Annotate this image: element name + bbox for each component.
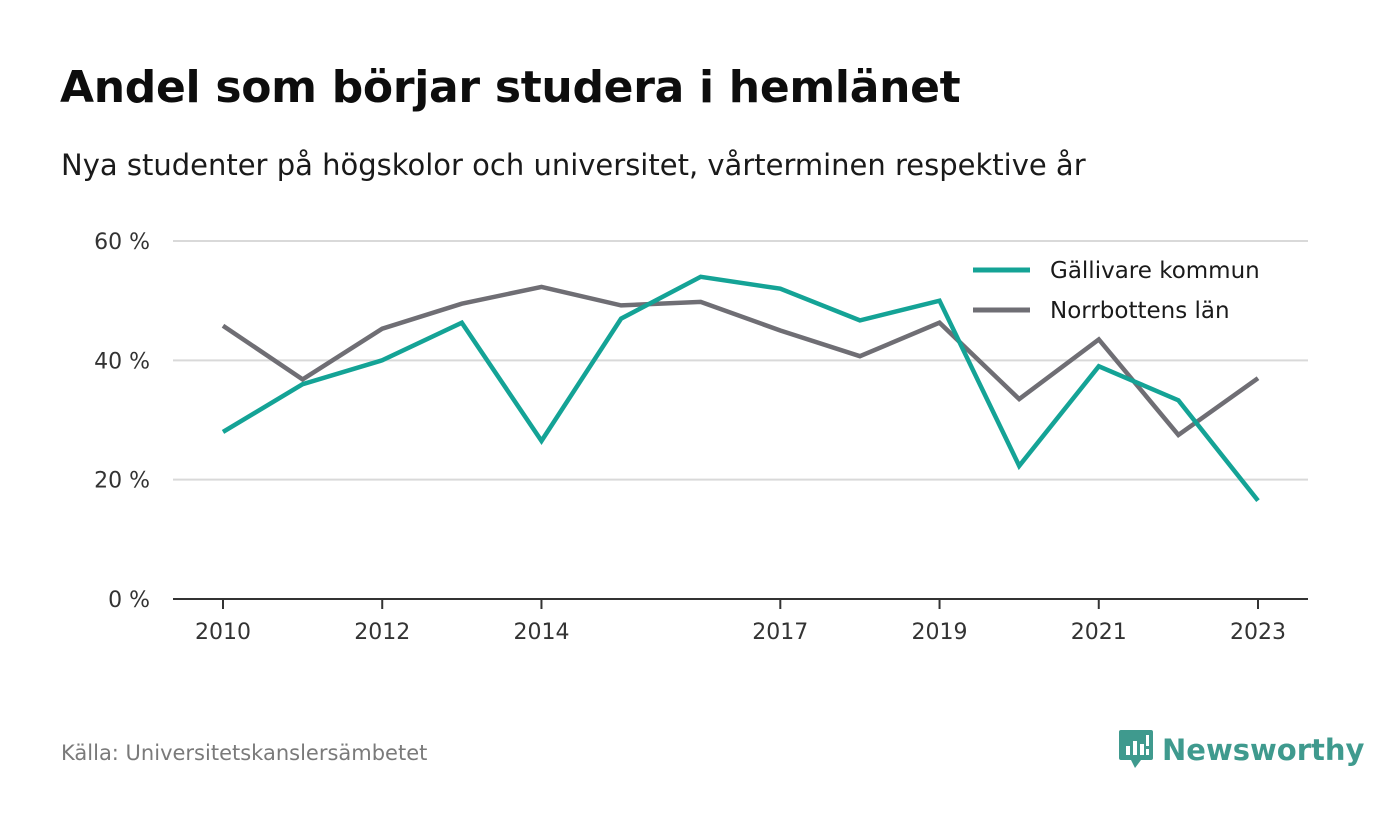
y-tick-label: 0 %: [108, 588, 150, 613]
x-tick-label: 2021: [1071, 620, 1127, 645]
legend: Gällivare kommun Norrbottens län: [973, 258, 1260, 324]
y-tick-label: 60 %: [94, 230, 150, 255]
series-line: [221, 274, 1260, 502]
newsworthy-logo-icon: [1119, 730, 1153, 768]
y-tick-label: 40 %: [94, 349, 150, 374]
x-tick-label: 2010: [195, 620, 251, 645]
x-tick-label: 2017: [752, 620, 808, 645]
brand-logo: Newsworthy: [1118, 727, 1364, 773]
chart-title: Andel som börjar studera i hemlänet: [60, 62, 961, 113]
legend-label: Gällivare kommun: [1050, 258, 1260, 284]
chart-subtitle: Nya studenter på högskolor och universit…: [61, 148, 1086, 182]
line-chart: 0 % 20 % 40 % 60 % 2010 2012 2014 2017 2019 2021…: [94, 230, 1308, 645]
x-tick-label: 2019: [912, 620, 968, 645]
x-tick-label: 2012: [354, 620, 410, 645]
source-note: Källa: Universitetskanslersämbetet: [61, 741, 428, 765]
y-tick-label: 20 %: [94, 469, 150, 494]
series-line: [221, 284, 1260, 438]
x-axis: 2010 2012 2014 2017 2019 2021 2023: [173, 598, 1308, 645]
y-axis-tick-labels: 0 % 20 % 40 % 60 %: [94, 230, 150, 613]
x-tick-label: 2014: [513, 620, 569, 645]
brand-name: Newsworthy: [1162, 733, 1365, 767]
series-lines: [221, 274, 1260, 502]
x-tick-label: 2023: [1230, 620, 1286, 645]
legend-label: Norrbottens län: [1050, 298, 1230, 324]
